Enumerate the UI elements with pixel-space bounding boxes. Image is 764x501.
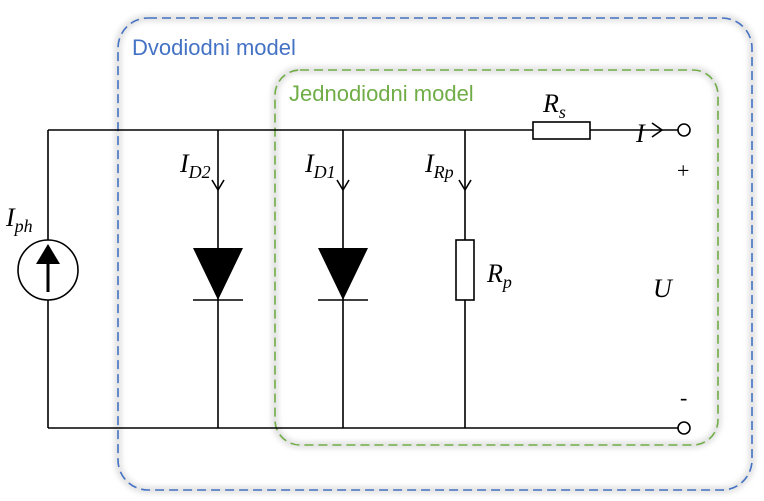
label-main: R [486, 259, 503, 288]
label-rs: Rs [542, 89, 566, 122]
label-iph: Iph [5, 203, 33, 236]
source-arrow-head [36, 244, 60, 264]
diode-d1 [318, 248, 368, 300]
arrow-id2 [211, 179, 225, 192]
label-sub: D1 [313, 162, 336, 182]
wires [47, 129, 678, 429]
label-u: U [653, 274, 674, 303]
outer-box [117, 17, 753, 491]
inner-box [274, 69, 719, 446]
resistor-rp [455, 239, 475, 301]
inner-label: Jednodiodni model [289, 81, 474, 106]
label-main: I [179, 149, 190, 178]
label-rp: Rp [486, 259, 512, 292]
label-id1: ID1 [304, 149, 336, 182]
arrow-id1 [336, 179, 350, 192]
arrow-i [651, 122, 664, 138]
label-sub: Rp [433, 162, 454, 182]
resistor-rs [532, 121, 591, 140]
label-id2: ID2 [179, 149, 211, 182]
label-plus: + [677, 158, 689, 183]
label-main: I [5, 203, 16, 232]
outer-label: Dvodiodni model [132, 35, 296, 60]
label-sub: D2 [188, 162, 211, 182]
label-sub: s [559, 102, 566, 122]
label-main: I [424, 149, 435, 178]
terminal-bottom [677, 421, 691, 435]
label-main: R [542, 89, 559, 118]
label-sub: ph [13, 216, 33, 236]
label-i: I [635, 119, 646, 148]
terminal-top [677, 123, 691, 137]
arrow-irp [458, 179, 472, 192]
label-sub: p [501, 272, 512, 292]
label-minus: - [680, 385, 687, 410]
diode-d2 [193, 248, 243, 300]
label-irp: IRp [424, 149, 454, 182]
label-main: I [304, 149, 315, 178]
